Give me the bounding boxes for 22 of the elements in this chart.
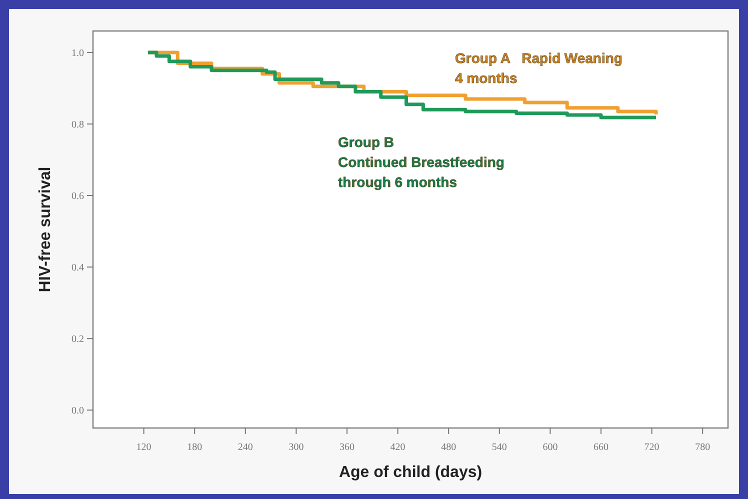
x-tick-label: 660: [594, 442, 608, 453]
x-tick-label: 420: [390, 442, 406, 453]
y-tick-label: 0.0: [72, 406, 84, 417]
y-axis-title: HIV-free survival: [37, 166, 54, 292]
x-tick-label: 120: [136, 442, 152, 453]
x-tick-label: 720: [644, 442, 660, 453]
y-tick-label: 0.8: [72, 119, 84, 130]
y-tick-label: 0.6: [72, 191, 84, 202]
x-axis-title: Age of child (days): [338, 464, 482, 481]
series-label: Group A Rapid Weaning 4 months: [455, 50, 622, 86]
x-tick-label: 780: [695, 442, 710, 453]
x-tick-label: 540: [492, 442, 507, 453]
x-tick-label: 240: [238, 442, 253, 453]
series-label: Group B Continued Breastfeeding through 6 months: [338, 134, 504, 190]
x-tick-label: 360: [340, 442, 354, 453]
y-tick-label: 0.2: [72, 334, 84, 346]
x-tick-label: 300: [288, 442, 304, 453]
y-tick-label: 1.0: [72, 48, 84, 59]
x-tick-label: 180: [187, 442, 202, 453]
x-tick-label: 600: [542, 442, 558, 453]
y-tick-label: 0.4: [72, 262, 84, 274]
x-tick-label: 480: [441, 442, 456, 453]
